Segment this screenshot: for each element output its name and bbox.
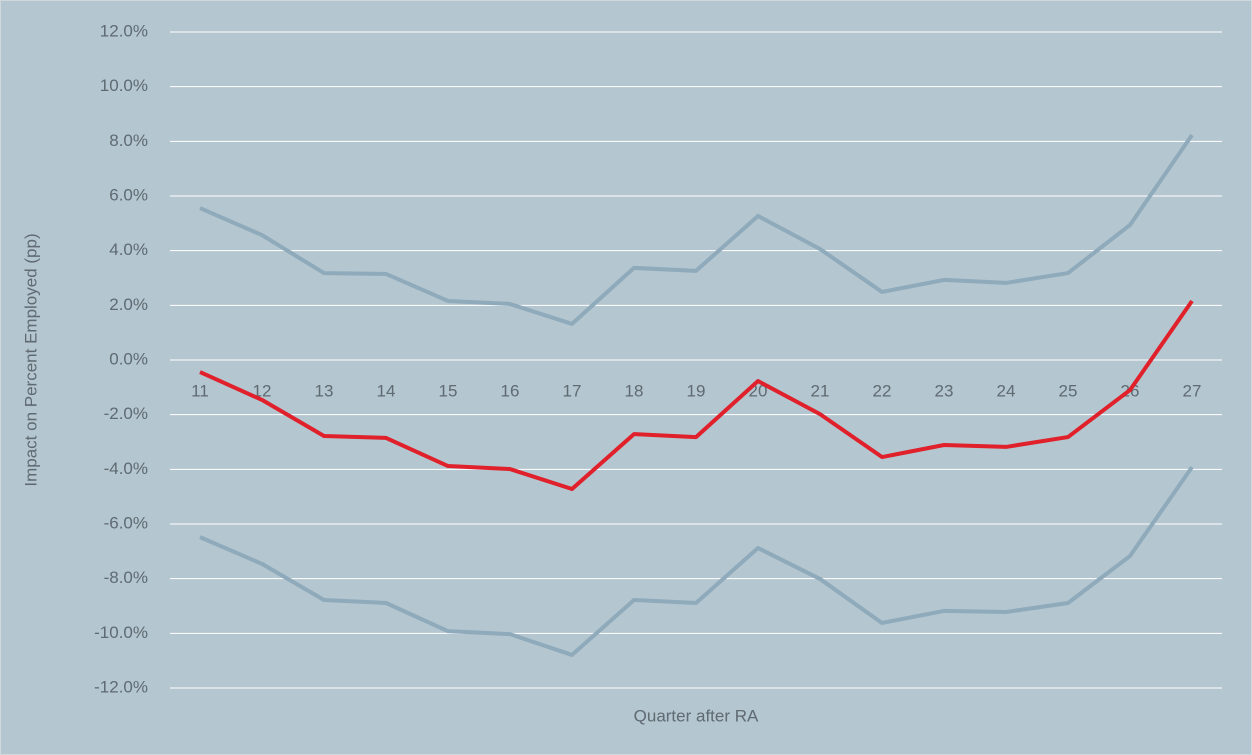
- x-tick-label: 16: [501, 381, 520, 400]
- x-tick-label: 24: [997, 381, 1016, 400]
- x-tick-label: 25: [1059, 381, 1078, 400]
- y-axis-label: Impact on Percent Employed (pp): [21, 233, 40, 486]
- series-line: [199, 133, 1194, 326]
- y-tick-label: -12.0%: [94, 677, 148, 696]
- x-tick-label: 27: [1183, 381, 1202, 400]
- y-tick-label: -2.0%: [104, 404, 148, 423]
- x-tick-label: 14: [377, 381, 396, 400]
- x-tick-label: 21: [811, 381, 830, 400]
- y-tick-label: -10.0%: [94, 623, 148, 642]
- x-tick-label: 19: [687, 381, 706, 400]
- y-tick-label: 6.0%: [109, 185, 148, 204]
- x-tick-label: 18: [625, 381, 644, 400]
- y-tick-label: 4.0%: [109, 240, 148, 259]
- y-tick-label: 8.0%: [109, 131, 148, 150]
- x-tick-label: 11: [191, 381, 209, 400]
- y-tick-label: -8.0%: [104, 568, 148, 587]
- y-tick-label: -4.0%: [104, 459, 148, 478]
- x-tick-label: 15: [439, 381, 458, 400]
- x-tick-label: 22: [873, 381, 892, 400]
- series-line: [199, 466, 1194, 657]
- y-tick-label: 10.0%: [100, 76, 148, 95]
- y-tick-label: 0.0%: [109, 349, 148, 368]
- x-tick-label: 17: [563, 381, 582, 400]
- y-tick-label: 2.0%: [109, 295, 148, 314]
- series-line: [199, 299, 1194, 492]
- y-tick-label: 12.0%: [100, 21, 148, 40]
- x-tick-label: 13: [315, 381, 334, 400]
- x-axis-label: Quarter after RA: [634, 706, 759, 725]
- x-tick-label: 23: [935, 381, 954, 400]
- y-tick-label: -6.0%: [104, 513, 148, 532]
